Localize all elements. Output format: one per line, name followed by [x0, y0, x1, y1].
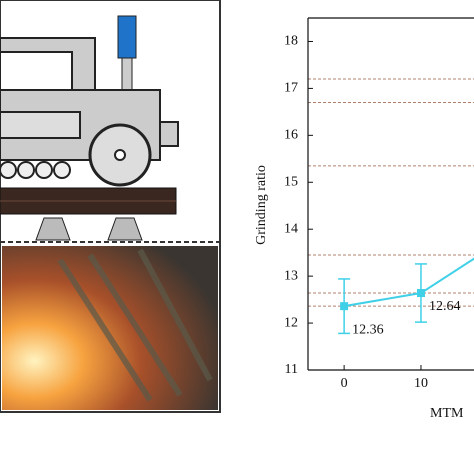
y-tick-label: 12	[284, 315, 298, 330]
y-tick-label: 11	[285, 362, 298, 377]
bumper	[159, 121, 179, 147]
rod	[121, 57, 133, 91]
chart: Grinding ratio MTM	[254, 165, 464, 421]
value-label: 12.64	[429, 299, 461, 314]
series-line	[343, 257, 474, 308]
support	[35, 217, 71, 241]
y-tick-label: 13	[284, 268, 298, 283]
marker	[340, 302, 349, 311]
axle	[114, 149, 126, 161]
photo-teeth	[57, 248, 213, 402]
y-tick-label: 16	[284, 128, 298, 143]
x-axis-label: MTM	[430, 406, 464, 421]
x-tick-label: 10	[414, 376, 428, 391]
photo	[2, 246, 218, 410]
support	[107, 217, 143, 241]
y-tick-label: 14	[284, 221, 298, 236]
cylinder	[117, 15, 137, 59]
window	[0, 51, 73, 91]
value-label: 12.36	[352, 322, 384, 337]
y-tick-label: 17	[284, 81, 298, 96]
grinder-box	[0, 111, 81, 139]
y-axis-label: Grinding ratio	[254, 165, 269, 245]
marker	[416, 289, 425, 298]
y-tick-label: 18	[284, 34, 298, 49]
plot: 12.36 12.64	[308, 78, 474, 337]
x-tick-label: 0	[341, 376, 348, 391]
y-tick-label: 15	[284, 174, 298, 189]
grinding-heads	[0, 161, 71, 179]
illustration	[0, 0, 221, 413]
